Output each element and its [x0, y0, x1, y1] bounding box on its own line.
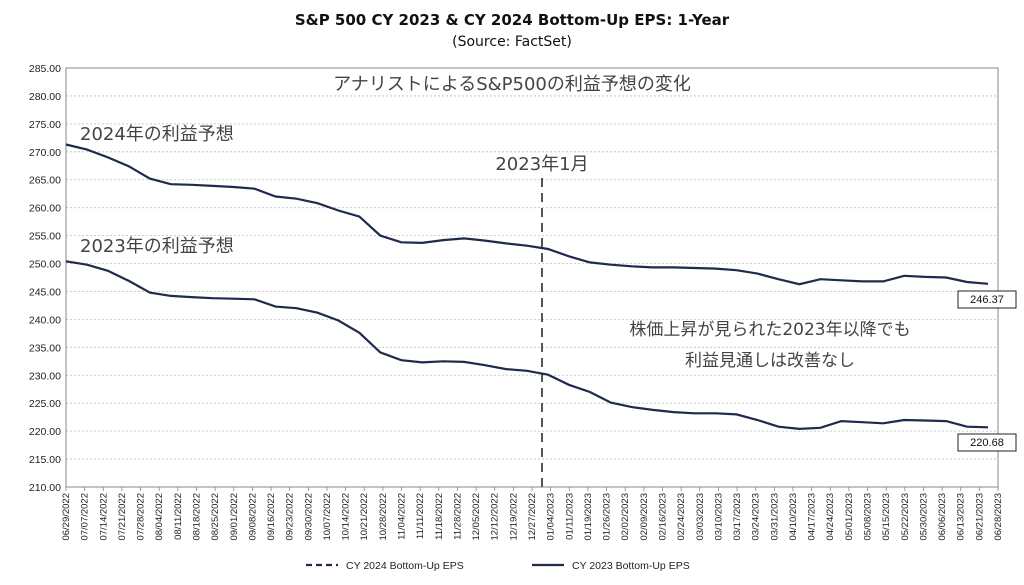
annotation-2023-forecast: 2023年の利益予想	[80, 236, 234, 257]
y-tick-label: 235.00	[29, 342, 61, 354]
x-tick-label: 05/08/2023	[863, 493, 874, 541]
y-tick-label: 225.00	[29, 398, 61, 410]
y-tick-label: 265.00	[29, 175, 61, 187]
y-tick-label: 210.00	[29, 482, 61, 494]
y-tick-label: 255.00	[29, 231, 61, 243]
x-tick-label: 12/19/2022	[508, 493, 519, 541]
x-tick-label: 06/28/2023	[993, 493, 1004, 541]
x-tick-label: 08/11/2022	[173, 493, 184, 540]
annotation-note-line2: 利益見通しは改善なし	[685, 351, 855, 371]
end-label-2024-value: 246.37	[970, 294, 1004, 306]
y-tick-label: 245.00	[29, 286, 61, 298]
x-tick-label: 05/22/2023	[900, 493, 911, 541]
x-tick-label: 07/14/2022	[98, 493, 109, 541]
x-tick-label: 01/19/2023	[583, 493, 594, 541]
x-tick-label: 10/14/2022	[341, 493, 352, 541]
y-tick-label: 260.00	[29, 203, 61, 215]
chart-title: S&P 500 CY 2023 & CY 2024 Bottom-Up EPS:…	[295, 11, 730, 29]
x-tick-label: 09/30/2022	[303, 493, 314, 541]
x-tick-label: 09/01/2022	[229, 493, 240, 541]
x-tick-label: 02/02/2023	[620, 493, 631, 541]
annotation-main: アナリストによるS&P500の利益予想の変化	[333, 74, 691, 95]
x-tick-label: 02/09/2023	[639, 493, 650, 541]
plot-area-border	[65, 67, 999, 488]
series-cy2023-line	[65, 260, 989, 431]
x-tick-label: 11/11/2022	[415, 493, 426, 539]
x-tick-label: 03/31/2023	[769, 493, 780, 541]
x-tick-label: 09/23/2022	[285, 493, 296, 541]
x-tick-label: 04/17/2023	[807, 493, 818, 541]
chart-subtitle: (Source: FactSet)	[452, 34, 572, 50]
x-tick-label: 03/10/2023	[713, 493, 724, 541]
x-tick-label: 10/21/2022	[359, 493, 370, 541]
x-tick-label: 04/24/2023	[825, 493, 836, 541]
legend: CY 2024 Bottom-Up EPS CY 2023 Bottom-Up …	[306, 560, 690, 572]
x-tick-label: 06/13/2023	[956, 493, 967, 541]
x-tick-label: 12/12/2022	[490, 493, 501, 541]
x-tick-label: 08/04/2022	[154, 493, 165, 541]
legend-label-cy2024: CY 2024 Bottom-Up EPS	[346, 560, 464, 572]
y-tick-label: 270.00	[29, 147, 61, 159]
annotation-note-line1: 株価上昇が見られた2023年以降でも	[629, 320, 910, 340]
x-tick-label: 10/07/2022	[322, 493, 333, 541]
y-tick-label: 285.00	[29, 63, 61, 75]
x-tick-label: 02/24/2023	[676, 493, 687, 541]
x-tick-label: 09/08/2022	[247, 493, 258, 541]
x-tick-label: 07/07/2022	[80, 493, 91, 541]
x-tick-label: 06/06/2023	[937, 493, 948, 541]
y-tick-label: 220.00	[29, 426, 61, 438]
x-tick-label: 11/28/2022	[452, 493, 463, 540]
x-tick-label: 08/18/2022	[191, 493, 202, 541]
annotation-jan-2023: 2023年1月	[495, 154, 588, 175]
x-tick-label: 11/18/2022	[434, 493, 445, 540]
series-cy2024-line	[65, 143, 989, 286]
y-tick-label: 240.00	[29, 314, 61, 326]
x-tick-label: 06/29/2022	[61, 493, 72, 541]
y-axis: 210.00 215.00 220.00 225.00 230.00 235.00 240.…	[29, 63, 61, 494]
y-tick-label: 215.00	[29, 454, 61, 466]
x-tick-label: 09/16/2022	[266, 493, 277, 541]
x-tick-label: 04/10/2023	[788, 493, 799, 541]
end-label-2024-box	[957, 290, 1017, 309]
x-tick-label: 05/30/2023	[918, 493, 929, 541]
x-tick-label: 01/26/2023	[602, 493, 613, 541]
x-tick-label: 11/04/2022	[397, 493, 408, 540]
x-tick-label: 03/24/2023	[751, 493, 762, 541]
x-tick-label: 06/21/2023	[974, 493, 985, 541]
x-tick-label: 08/25/2022	[210, 493, 221, 541]
end-label-2023-value: 220.68	[970, 437, 1004, 449]
y-tick-label: 280.00	[29, 91, 61, 103]
end-label-2023: 220.68	[957, 433, 1017, 452]
x-tick-label: 07/21/2022	[117, 493, 128, 541]
x-tick-label: 05/15/2023	[881, 493, 892, 541]
x-tick-label: 12/27/2022	[527, 493, 538, 541]
x-tick-label: 07/28/2022	[136, 493, 147, 541]
x-tick-label: 01/11/2023	[564, 493, 575, 540]
x-tick-label: 03/17/2023	[732, 493, 743, 541]
x-tick-label: 05/01/2023	[844, 493, 855, 541]
x-tick-label: 12/05/2022	[471, 493, 482, 541]
x-tick-label: 10/28/2022	[378, 493, 389, 541]
end-label-2023-box	[957, 433, 1017, 452]
y-tick-label: 275.00	[29, 119, 61, 131]
end-label-2024: 246.37	[957, 290, 1017, 309]
x-axis: 06/29/2022 07/07/2022 07/14/2022 07/21/2022…	[61, 487, 1004, 541]
y-tick-label: 250.00	[29, 259, 61, 271]
x-tick-label: 03/03/2023	[695, 493, 706, 541]
x-tick-label: 02/16/2023	[657, 493, 668, 541]
y-tick-label: 230.00	[29, 370, 61, 382]
annotation-2024-forecast: 2024年の利益予想	[80, 124, 234, 145]
x-tick-label: 01/04/2023	[546, 493, 557, 541]
legend-label-cy2023: CY 2023 Bottom-Up EPS	[572, 560, 690, 572]
